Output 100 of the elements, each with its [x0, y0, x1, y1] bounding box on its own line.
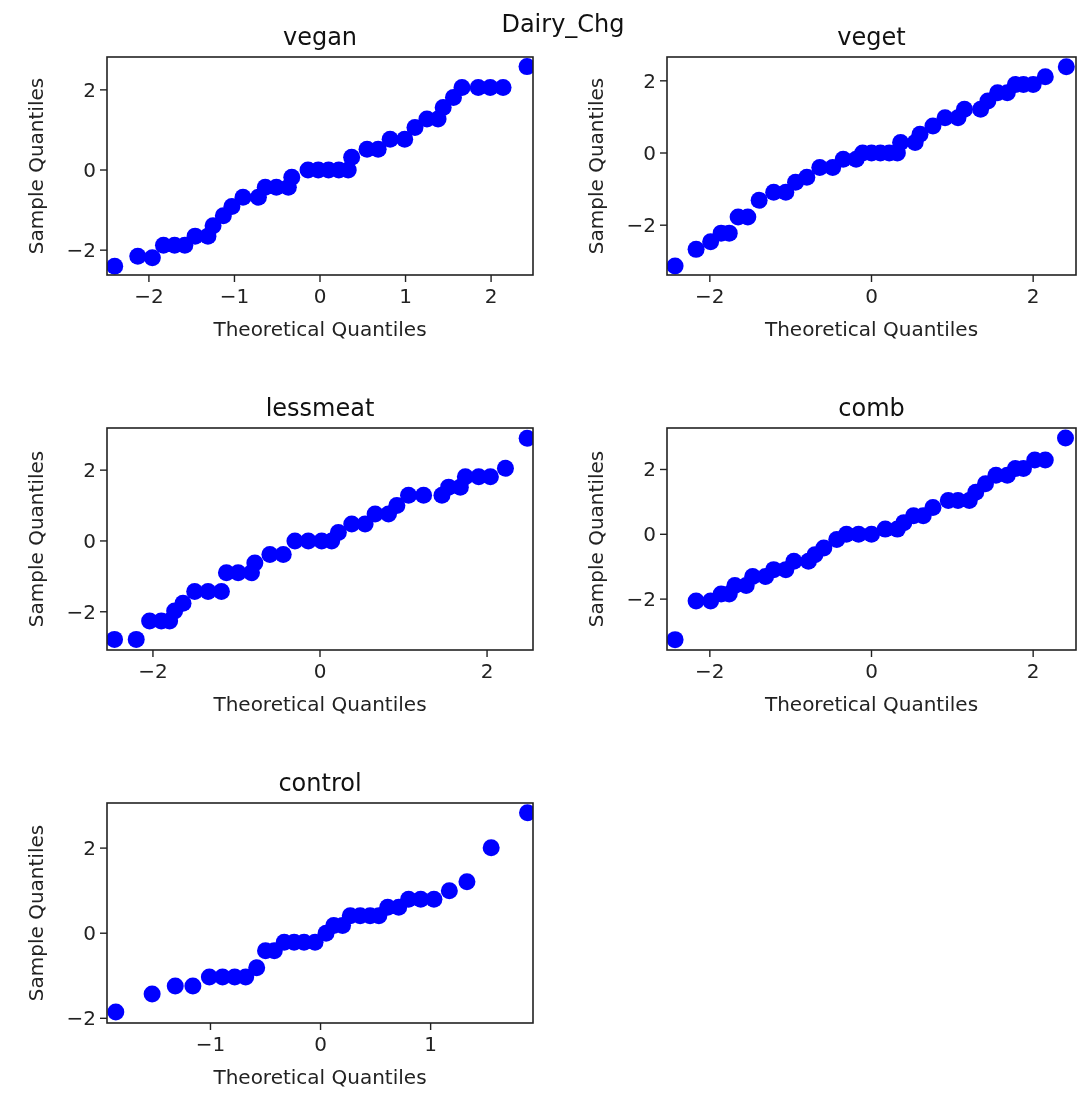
y-tick-label: 0	[83, 921, 96, 946]
x-axis-title: Theoretical Quantiles	[763, 692, 979, 716]
x-tick-label: −2	[695, 284, 725, 308]
point	[785, 552, 803, 570]
y-axis-title: Sample Quantiles	[584, 450, 608, 628]
point	[1056, 429, 1074, 447]
point	[924, 117, 942, 135]
point	[381, 130, 399, 148]
y-tick-label: −2	[66, 238, 96, 263]
point	[212, 583, 230, 601]
point	[1057, 58, 1075, 76]
point	[174, 594, 192, 612]
x-tick-label: 0	[865, 284, 878, 308]
x-tick-label: 1	[399, 284, 412, 308]
chart-title: lessmeat	[265, 394, 375, 422]
point	[667, 257, 684, 275]
point	[955, 100, 973, 118]
point	[107, 630, 124, 648]
point	[234, 188, 252, 206]
point	[687, 240, 705, 258]
x-tick-label: 0	[313, 659, 327, 683]
x-tick-label: −2	[695, 659, 725, 683]
x-tick-label: 0	[314, 1032, 327, 1056]
point	[750, 191, 768, 209]
y-axis-title: Sample Quantiles	[24, 77, 48, 255]
point	[204, 217, 222, 235]
y-tick-label: 2	[643, 68, 656, 93]
point	[667, 631, 684, 649]
point	[687, 592, 705, 610]
y-axis-title: Sample Quantiles	[24, 824, 48, 1002]
point	[494, 78, 512, 96]
y-tick-label: −2	[626, 213, 656, 238]
point	[166, 977, 184, 995]
y-tick-label: 2	[83, 77, 96, 102]
y-tick-label: 2	[83, 836, 96, 861]
y-tick-label: 2	[83, 458, 96, 483]
point	[274, 545, 292, 563]
point	[248, 959, 266, 977]
y-axis-title: Sample Quantiles	[24, 450, 48, 628]
chart-title: control	[278, 769, 362, 797]
y-tick-label: −2	[626, 587, 656, 612]
x-tick-label: −1	[219, 284, 250, 308]
y-tick-label: 2	[643, 457, 656, 482]
x-tick-label: 2	[1026, 284, 1040, 308]
point	[246, 554, 264, 572]
x-tick-label: 0	[313, 284, 327, 308]
y-axis-title: Sample Quantiles	[584, 77, 608, 255]
point	[329, 523, 347, 541]
point	[283, 168, 301, 186]
point	[143, 985, 161, 1003]
point	[815, 539, 833, 557]
x-axis-title: Theoretical Quantiles	[212, 317, 427, 341]
x-tick-label: 2	[480, 659, 494, 683]
point	[184, 977, 202, 995]
x-tick-label: 2	[484, 284, 498, 308]
chart-title: veget	[837, 23, 906, 51]
point	[129, 247, 147, 265]
point	[406, 119, 424, 137]
point	[798, 168, 816, 186]
x-tick-label: 1	[424, 1032, 437, 1056]
y-tick-label: −2	[66, 599, 96, 624]
x-tick-label: −1	[195, 1032, 226, 1056]
point	[777, 183, 795, 201]
y-tick-label: 0	[83, 528, 96, 553]
x-tick-label: −2	[138, 659, 168, 683]
chart-title: vegan	[282, 23, 358, 51]
x-axis-title: Theoretical Quantiles	[212, 692, 427, 716]
x-tick-label: 0	[865, 659, 878, 683]
point	[107, 1003, 125, 1021]
point	[343, 148, 361, 166]
point	[453, 78, 471, 96]
x-tick-label: −2	[134, 284, 164, 308]
chart-title: comb	[838, 394, 905, 422]
point	[482, 839, 500, 857]
point	[496, 459, 514, 477]
point	[425, 890, 443, 908]
point	[911, 125, 929, 143]
point	[223, 197, 241, 215]
point	[458, 873, 476, 891]
point	[434, 99, 452, 116]
text: Dairy_Chg	[501, 10, 625, 38]
y-tick-label: −2	[66, 1006, 96, 1031]
point	[127, 630, 145, 648]
point	[440, 882, 458, 900]
point	[107, 257, 124, 275]
point	[415, 486, 433, 504]
point	[924, 498, 942, 516]
point	[143, 249, 161, 267]
y-tick-label: 0	[83, 158, 96, 183]
point	[863, 525, 880, 543]
y-tick-label: 0	[643, 522, 656, 547]
y-tick-label: 0	[643, 141, 656, 166]
point	[400, 486, 418, 504]
point	[892, 134, 910, 152]
point	[396, 130, 414, 148]
x-axis-title: Theoretical Quantiles	[212, 1065, 427, 1089]
x-tick-label: 2	[1026, 659, 1040, 683]
point	[388, 497, 406, 515]
point	[702, 233, 720, 251]
point	[1036, 68, 1054, 86]
